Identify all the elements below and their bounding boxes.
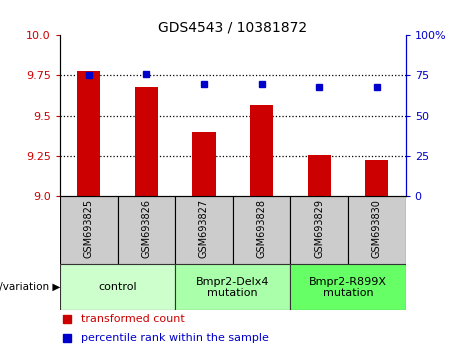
Text: GSM693830: GSM693830 xyxy=(372,199,382,258)
FancyBboxPatch shape xyxy=(233,196,290,264)
FancyBboxPatch shape xyxy=(60,264,175,310)
Bar xyxy=(365,160,388,196)
FancyBboxPatch shape xyxy=(290,196,348,264)
FancyBboxPatch shape xyxy=(60,196,118,264)
FancyBboxPatch shape xyxy=(348,196,406,264)
Bar xyxy=(308,155,331,196)
Text: GSM693829: GSM693829 xyxy=(314,199,324,258)
Title: GDS4543 / 10381872: GDS4543 / 10381872 xyxy=(158,20,307,34)
Text: transformed count: transformed count xyxy=(81,314,184,324)
Text: genotype/variation ▶: genotype/variation ▶ xyxy=(0,282,60,292)
Text: GSM693828: GSM693828 xyxy=(257,199,266,258)
Text: GSM693825: GSM693825 xyxy=(84,199,94,258)
Bar xyxy=(193,132,216,196)
Text: percentile rank within the sample: percentile rank within the sample xyxy=(81,333,269,343)
Text: control: control xyxy=(98,282,137,292)
FancyBboxPatch shape xyxy=(290,264,406,310)
FancyBboxPatch shape xyxy=(175,196,233,264)
Text: GSM693826: GSM693826 xyxy=(142,199,151,258)
Text: GSM693827: GSM693827 xyxy=(199,199,209,258)
Bar xyxy=(250,105,273,196)
FancyBboxPatch shape xyxy=(118,196,175,264)
Text: Bmpr2-R899X
mutation: Bmpr2-R899X mutation xyxy=(309,276,387,298)
FancyBboxPatch shape xyxy=(175,264,290,310)
Bar xyxy=(77,71,100,196)
Text: Bmpr2-Delx4
mutation: Bmpr2-Delx4 mutation xyxy=(196,276,270,298)
Bar xyxy=(135,87,158,196)
